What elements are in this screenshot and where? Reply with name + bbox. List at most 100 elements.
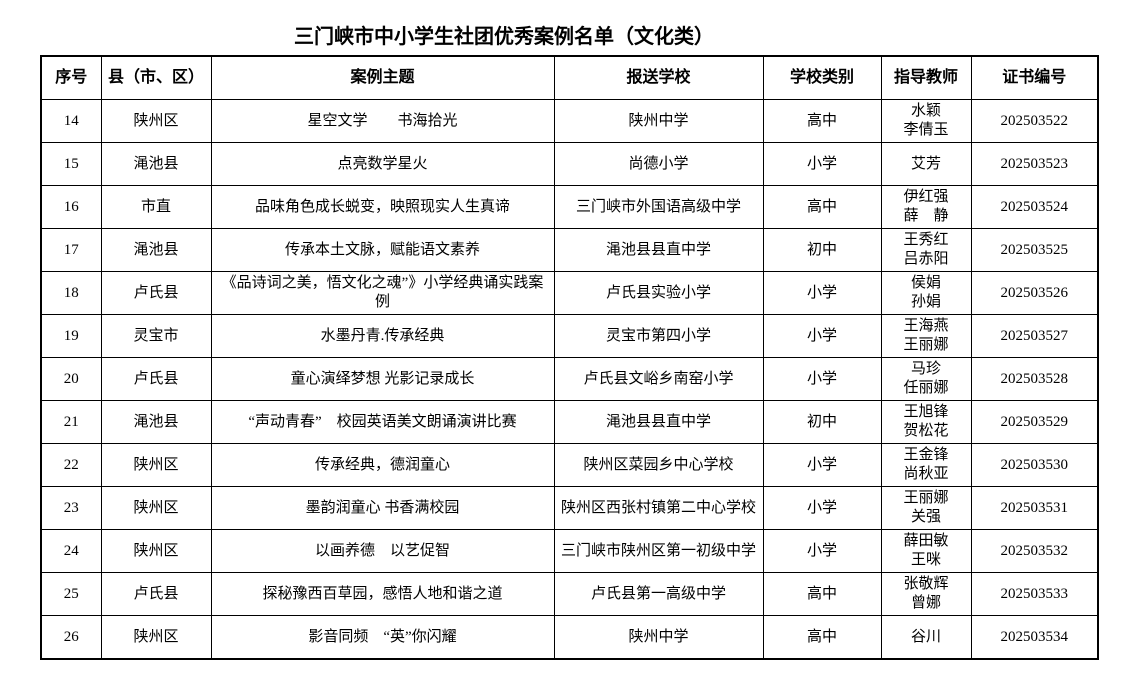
- cell-county: 陕州区: [100, 99, 212, 143]
- cell-school-type: 小学: [762, 271, 882, 315]
- cell-theme: 传承本土文脉，赋能语文素养: [210, 228, 555, 272]
- cell-theme: 童心演绎梦想 光影记录成长: [210, 357, 555, 401]
- cell-teachers: 王丽娜 关强: [880, 486, 972, 530]
- table-row: 24 陕州区 以画养德 以艺促智 三门峡市陕州区第一初级中学 小学 薛田敏 王咪…: [40, 529, 1099, 573]
- cell-county: 陕州区: [100, 529, 212, 573]
- cell-school: 卢氏县实验小学: [553, 271, 764, 315]
- cell-school-type: 小学: [762, 314, 882, 358]
- cell-certificate: 202503522: [970, 99, 1099, 143]
- cell-county: 灵宝市: [100, 314, 212, 358]
- cell-school: 三门峡市外国语高级中学: [553, 185, 764, 229]
- header-school-type: 学校类别: [762, 55, 882, 100]
- cell-school: 陕州中学: [553, 615, 764, 660]
- cell-theme: 墨韵润童心 书香满校园: [210, 486, 555, 530]
- cell-teachers: 艾芳: [880, 142, 972, 186]
- cell-theme: “声动青春” 校园英语美文朗诵演讲比赛: [210, 400, 555, 444]
- cell-school: 卢氏县第一高级中学: [553, 572, 764, 616]
- cell-school-type: 小学: [762, 529, 882, 573]
- cell-teachers: 谷川: [880, 615, 972, 660]
- cell-school: 渑池县县直中学: [553, 400, 764, 444]
- cell-certificate: 202503527: [970, 314, 1099, 358]
- cell-serial: 21: [40, 400, 102, 444]
- cell-serial: 18: [40, 271, 102, 315]
- table-row: 14 陕州区 星空文学 书海拾光 陕州中学 高中 水颖 李倩玉 20250352…: [40, 99, 1099, 143]
- case-table: 序号 县（市、区） 案例主题 报送学校 学校类别 指导教师 证书编号 14 陕州…: [40, 55, 1099, 660]
- table-row: 22 陕州区 传承经典，德润童心 陕州区菜园乡中心学校 小学 王金锋 尚秋亚 2…: [40, 443, 1099, 487]
- cell-serial: 19: [40, 314, 102, 358]
- cell-certificate: 202503524: [970, 185, 1099, 229]
- table-row: 25 卢氏县 探秘豫西百草园，感悟人地和谐之道 卢氏县第一高级中学 高中 张敬辉…: [40, 572, 1099, 616]
- cell-school: 卢氏县文峪乡南窑小学: [553, 357, 764, 401]
- cell-school: 陕州区菜园乡中心学校: [553, 443, 764, 487]
- table-row: 16 市直 品味角色成长蜕变，映照现实人生真谛 三门峡市外国语高级中学 高中 伊…: [40, 185, 1099, 229]
- cell-serial: 17: [40, 228, 102, 272]
- cell-theme: 探秘豫西百草园，感悟人地和谐之道: [210, 572, 555, 616]
- cell-county: 市直: [100, 185, 212, 229]
- cell-theme: 水墨丹青.传承经典: [210, 314, 555, 358]
- cell-teachers: 马珍 任丽娜: [880, 357, 972, 401]
- cell-theme: 影音同频 “英”你闪耀: [210, 615, 555, 660]
- table-row: 26 陕州区 影音同频 “英”你闪耀 陕州中学 高中 谷川 202503534: [40, 615, 1099, 660]
- cell-theme: 点亮数学星火: [210, 142, 555, 186]
- cell-teachers: 张敬辉 曾娜: [880, 572, 972, 616]
- cell-serial: 24: [40, 529, 102, 573]
- table-row: 21 渑池县 “声动青春” 校园英语美文朗诵演讲比赛 渑池县县直中学 初中 王旭…: [40, 400, 1099, 444]
- cell-teachers: 王秀红 吕赤阳: [880, 228, 972, 272]
- cell-school-type: 小学: [762, 142, 882, 186]
- cell-county: 渑池县: [100, 228, 212, 272]
- cell-theme: 以画养德 以艺促智: [210, 529, 555, 573]
- cell-teachers: 伊红强 薛 静: [880, 185, 972, 229]
- cell-county: 陕州区: [100, 615, 212, 660]
- cell-school-type: 初中: [762, 400, 882, 444]
- table-header-row: 序号 县（市、区） 案例主题 报送学校 学校类别 指导教师 证书编号: [40, 55, 1099, 100]
- cell-school: 渑池县县直中学: [553, 228, 764, 272]
- cell-theme: 星空文学 书海拾光: [210, 99, 555, 143]
- header-teachers: 指导教师: [880, 55, 972, 100]
- cell-teachers: 侯娟 孙娟: [880, 271, 972, 315]
- header-county: 县（市、区）: [100, 55, 212, 100]
- header-certificate: 证书编号: [970, 55, 1099, 100]
- cell-serial: 23: [40, 486, 102, 530]
- header-theme: 案例主题: [210, 55, 555, 100]
- cell-school-type: 小学: [762, 443, 882, 487]
- cell-school: 陕州中学: [553, 99, 764, 143]
- table-row: 23 陕州区 墨韵润童心 书香满校园 陕州区西张村镇第二中心学校 小学 王丽娜 …: [40, 486, 1099, 530]
- cell-school: 灵宝市第四小学: [553, 314, 764, 358]
- cell-certificate: 202503532: [970, 529, 1099, 573]
- cell-school: 陕州区西张村镇第二中心学校: [553, 486, 764, 530]
- cell-certificate: 202503534: [970, 615, 1099, 660]
- cell-school: 三门峡市陕州区第一初级中学: [553, 529, 764, 573]
- cell-certificate: 202503530: [970, 443, 1099, 487]
- table-row: 19 灵宝市 水墨丹青.传承经典 灵宝市第四小学 小学 王海燕 王丽娜 2025…: [40, 314, 1099, 358]
- cell-school-type: 小学: [762, 486, 882, 530]
- cell-county: 卢氏县: [100, 271, 212, 315]
- cell-county: 卢氏县: [100, 357, 212, 401]
- cell-certificate: 202503525: [970, 228, 1099, 272]
- cell-school-type: 高中: [762, 99, 882, 143]
- cell-county: 陕州区: [100, 443, 212, 487]
- cell-serial: 15: [40, 142, 102, 186]
- cell-school-type: 高中: [762, 615, 882, 660]
- header-serial: 序号: [40, 55, 102, 100]
- cell-school-type: 初中: [762, 228, 882, 272]
- cell-school-type: 高中: [762, 185, 882, 229]
- page-title: 三门峡市中小学生社团优秀案例名单（文化类）: [294, 26, 714, 48]
- cell-serial: 22: [40, 443, 102, 487]
- cell-serial: 16: [40, 185, 102, 229]
- cell-county: 卢氏县: [100, 572, 212, 616]
- cell-school-type: 小学: [762, 357, 882, 401]
- table-row: 18 卢氏县 《品诗词之美，悟文化之魂”》小学经典诵实践案例 卢氏县实验小学 小…: [40, 271, 1099, 315]
- cell-serial: 20: [40, 357, 102, 401]
- cell-theme: 传承经典，德润童心: [210, 443, 555, 487]
- cell-certificate: 202503526: [970, 271, 1099, 315]
- cell-county: 陕州区: [100, 486, 212, 530]
- cell-teachers: 王海燕 王丽娜: [880, 314, 972, 358]
- header-school: 报送学校: [553, 55, 764, 100]
- cell-teachers: 王旭锋 贺松花: [880, 400, 972, 444]
- table-row: 15 渑池县 点亮数学星火 尚德小学 小学 艾芳 202503523: [40, 142, 1099, 186]
- table-row: 20 卢氏县 童心演绎梦想 光影记录成长 卢氏县文峪乡南窑小学 小学 马珍 任丽…: [40, 357, 1099, 401]
- table-row: 17 渑池县 传承本土文脉，赋能语文素养 渑池县县直中学 初中 王秀红 吕赤阳 …: [40, 228, 1099, 272]
- cell-certificate: 202503528: [970, 357, 1099, 401]
- cell-theme: 《品诗词之美，悟文化之魂”》小学经典诵实践案例: [210, 271, 555, 315]
- cell-theme: 品味角色成长蜕变，映照现实人生真谛: [210, 185, 555, 229]
